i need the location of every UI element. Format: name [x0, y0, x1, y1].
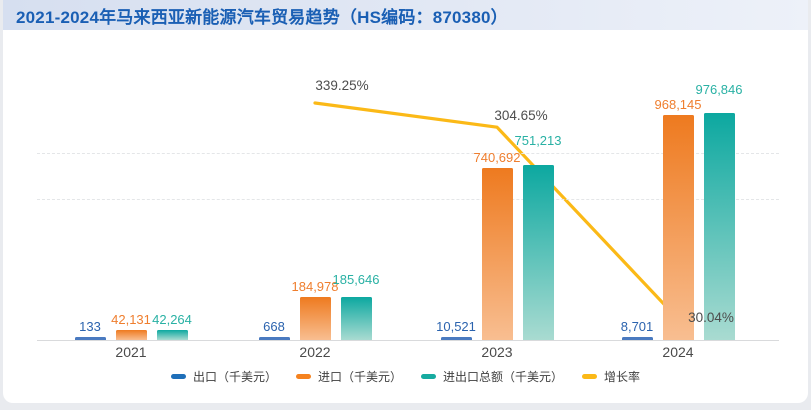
- plot-area: 133 42,131 42,264 2021 668 184,978 185,646 2022…: [3, 0, 808, 403]
- growth-label-2022: 339.25%: [315, 77, 369, 93]
- export-bar-2024: [621, 337, 653, 340]
- total-value-label-2024: 976,846: [695, 82, 743, 97]
- import-value-label-2023: 740,692: [473, 149, 521, 165]
- import-value-label-2021: 42,131: [111, 312, 151, 328]
- import-bar-2024: [662, 115, 694, 340]
- x-axis-label-2024: 2024: [662, 344, 694, 360]
- export-bar-2023: [440, 337, 472, 340]
- chart-card: 2021-2024年马来西亚新能源汽车贸易趋势（HS编码：870380） 133…: [3, 0, 808, 403]
- legend-label-growth: 增长率: [604, 369, 641, 384]
- growth-label-2023: 304.65%: [494, 108, 548, 124]
- legend-item-import[interactable]: 进口（千美元）: [295, 368, 402, 385]
- export-value-label-2023: 10,521: [436, 319, 476, 334]
- legend: 出口（千美元） 进口（千美元） 进出口总额（千美元） 增长率: [3, 367, 808, 385]
- legend-label-import: 进口（千美元）: [317, 369, 402, 384]
- export-value-label-2021: 133: [79, 319, 101, 334]
- growth-label-2024: 30.04%: [688, 310, 734, 325]
- export-value-label-2022: 668: [263, 319, 285, 334]
- export-bar-2021: [74, 337, 106, 340]
- x-axis-label-2022: 2022: [299, 344, 331, 360]
- legend-marker-import: [295, 373, 311, 379]
- import-bar-2021: [115, 330, 147, 340]
- legend-marker-export: [170, 373, 186, 379]
- chart-title: 2021-2024年马来西亚新能源汽车贸易趋势（HS编码：870380）: [16, 7, 508, 27]
- total-bar-2023: [522, 165, 554, 340]
- legend-marker-growth: [582, 373, 598, 379]
- total-value-label-2022: 185,646: [332, 271, 380, 287]
- import-value-label-2022: 184,978: [291, 279, 339, 294]
- x-axis-label-2023: 2023: [481, 344, 513, 360]
- export-bar-2022: [258, 337, 290, 340]
- legend-item-total[interactable]: 进出口总额（千美元）: [421, 368, 563, 385]
- legend-label-total: 进出口总额（千美元）: [443, 369, 564, 384]
- total-bar-2021: [156, 330, 188, 340]
- legend-marker-total: [421, 373, 436, 379]
- import-bar-2022: [299, 297, 331, 340]
- total-bar-2024: [703, 113, 735, 340]
- total-value-label-2023: 751,213: [514, 133, 562, 149]
- x-axis-label-2021: 2021: [115, 344, 147, 360]
- total-value-label-2021: 42,264: [152, 312, 192, 328]
- export-value-label-2024: 8,701: [620, 319, 654, 334]
- legend-item-export[interactable]: 出口（千美元）: [170, 368, 277, 385]
- gridline-0: [37, 153, 779, 154]
- total-bar-2022: [340, 296, 372, 340]
- chart-header: 2021-2024年马来西亚新能源汽车贸易趋势（HS编码：870380）: [3, 0, 808, 30]
- x-axis-line: [37, 340, 779, 341]
- legend-item-growth[interactable]: 增长率: [582, 368, 640, 385]
- import-bar-2023: [481, 167, 513, 340]
- legend-label-export: 出口（千美元）: [192, 369, 277, 384]
- gridline-1: [37, 199, 779, 200]
- import-value-label-2024: 968,145: [654, 97, 702, 113]
